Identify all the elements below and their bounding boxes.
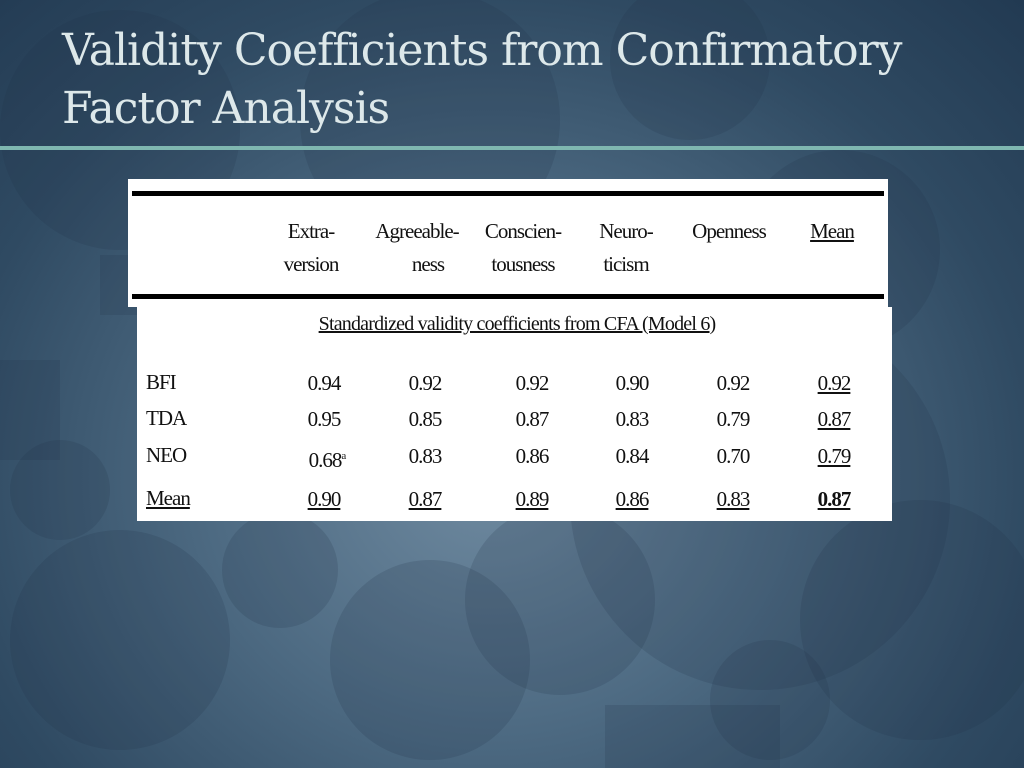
column-header-line: Mean: [810, 219, 855, 243]
table-header-rule: [132, 294, 884, 299]
table-cell-mean-row: 0.89: [515, 487, 550, 511]
column-header-neuroticism: Neuro- ticism: [599, 215, 653, 281]
table-cell: 0.83: [408, 444, 443, 468]
table-cell-mean-row: 0.83: [716, 487, 751, 511]
column-header-openness: Openness: [692, 215, 767, 248]
row-label-neo: NEO: [146, 443, 187, 467]
table-cell: 0.90: [615, 371, 650, 395]
table-cell-value: 0.68: [308, 448, 343, 472]
section-title: Standardized validity coefficients from …: [318, 313, 717, 335]
column-header-line: Neuro-: [599, 219, 653, 243]
table-cell: 0.92: [515, 371, 550, 395]
table-cell: 0.87: [515, 407, 550, 431]
table-cell: 0.94: [307, 371, 342, 395]
table-cell-with-footnote: 0.68a: [308, 440, 347, 477]
table-cell: 0.92: [408, 371, 443, 395]
slide-title: Validity Coefficients from Confirmatory …: [62, 22, 962, 138]
table-cell-mean: 0.79: [817, 444, 852, 468]
column-header-line: ticism: [603, 252, 649, 276]
column-header-extraversion: Extra- version: [283, 215, 340, 281]
table-cell: 0.86: [515, 444, 550, 468]
table-cell: 0.92: [716, 371, 751, 395]
row-label-bfi: BFI: [146, 370, 177, 394]
table-cell: 0.70: [716, 444, 751, 468]
column-header-mean: Mean: [810, 215, 855, 248]
column-header-line: tousness: [491, 252, 555, 276]
column-header-line: version: [283, 252, 340, 276]
table-cell: 0.83: [615, 407, 650, 431]
row-label-mean: Mean: [146, 486, 191, 510]
slide-title-line-1: Validity Coefficients from Confirmatory: [62, 25, 902, 76]
table-cell-mean-row: 0.86: [615, 487, 650, 511]
column-header-conscientiousness: Conscien- tousness: [484, 215, 562, 281]
title-divider: [0, 146, 1024, 150]
column-header-line: Openness: [692, 219, 767, 243]
column-header-agreeableness: Agreeable- ness: [375, 215, 459, 281]
slide-title-line-2: Factor Analysis: [62, 83, 390, 134]
table-top-rule: [132, 191, 884, 196]
table-header-panel: [128, 179, 888, 307]
table-cell-grand-mean: 0.87: [817, 487, 852, 511]
table-cell: 0.84: [615, 444, 650, 468]
table-cell: 0.85: [408, 407, 443, 431]
table-cell-mean: 0.87: [817, 407, 852, 431]
table-cell-mean-row: 0.90: [307, 487, 342, 511]
footnote-mark: a: [341, 450, 346, 462]
table-body-panel: [137, 307, 892, 521]
column-header-line: Agreeable-: [375, 219, 459, 243]
table-cell-mean: 0.92: [817, 371, 852, 395]
column-header-line: Conscien-: [484, 219, 562, 243]
table-cell-mean-row: 0.87: [408, 487, 443, 511]
table-cell: 0.95: [307, 407, 342, 431]
row-label-tda: TDA: [146, 406, 187, 430]
column-header-line: ness: [411, 252, 445, 276]
column-header-line: Extra-: [287, 219, 335, 243]
table-cell: 0.79: [716, 407, 751, 431]
